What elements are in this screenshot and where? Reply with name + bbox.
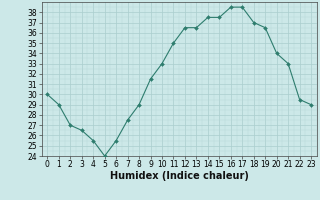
X-axis label: Humidex (Indice chaleur): Humidex (Indice chaleur): [110, 171, 249, 181]
